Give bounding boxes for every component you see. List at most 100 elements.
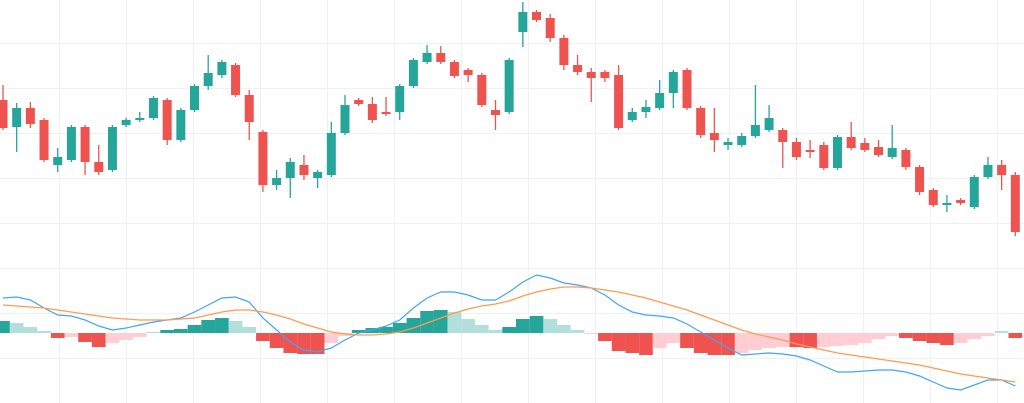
candle-body xyxy=(490,110,500,115)
histogram-bar xyxy=(899,333,913,338)
histogram-bar xyxy=(201,320,216,333)
histogram-bar xyxy=(215,318,229,333)
histogram-bar xyxy=(174,329,188,333)
candle-body xyxy=(791,142,801,157)
candle-body xyxy=(641,107,651,112)
candle-body xyxy=(901,150,911,167)
histogram-bar xyxy=(584,333,599,334)
histogram-bar xyxy=(242,327,257,333)
candle-body xyxy=(983,165,993,177)
histogram-bar xyxy=(666,333,681,343)
histogram-bar xyxy=(912,333,927,341)
histogram-bar xyxy=(420,311,434,333)
histogram-bar xyxy=(132,333,147,337)
candle-body xyxy=(559,38,569,65)
histogram-bar xyxy=(707,333,722,355)
candle-body xyxy=(819,145,829,168)
candle-body xyxy=(463,70,473,75)
candle-body xyxy=(162,100,172,140)
histogram-bar xyxy=(324,333,339,343)
histogram-bar xyxy=(516,319,530,333)
histogram-bar xyxy=(119,333,133,340)
candle-body xyxy=(25,108,35,124)
candle-body xyxy=(422,53,432,62)
candle-body xyxy=(1010,175,1020,232)
histogram-bar xyxy=(762,333,776,348)
indicator-line xyxy=(2,286,1016,383)
histogram-bar xyxy=(297,333,311,354)
candle-body xyxy=(395,86,405,112)
candle-body xyxy=(176,110,186,140)
candle-body xyxy=(135,118,145,120)
histogram-bar xyxy=(502,327,516,333)
histogram-bar xyxy=(940,333,954,345)
candle-body xyxy=(326,133,336,175)
candle-body xyxy=(655,93,665,108)
histogram-bar xyxy=(91,333,106,347)
histogram-bar xyxy=(680,333,694,348)
candle-body xyxy=(545,18,555,38)
histogram-bar xyxy=(967,333,982,339)
candle-body xyxy=(532,12,542,20)
histogram-bar xyxy=(0,321,10,333)
histogram-bar xyxy=(474,325,489,333)
candle-body xyxy=(969,177,979,207)
histogram-bar xyxy=(379,327,393,333)
candle-body xyxy=(107,127,117,170)
histogram-bar xyxy=(146,332,161,333)
candle-body xyxy=(477,75,487,105)
candle-body xyxy=(573,65,583,72)
candle-body xyxy=(860,143,870,150)
candle-body xyxy=(696,108,706,135)
histogram-bar xyxy=(50,333,65,338)
candle-body xyxy=(231,65,241,95)
candle-body xyxy=(53,157,63,165)
histogram-bar xyxy=(994,331,1009,333)
candle-body xyxy=(668,72,678,93)
histogram-bar xyxy=(557,325,571,333)
candle-body xyxy=(39,120,49,160)
histogram-bar xyxy=(858,333,872,343)
histogram-bar xyxy=(105,333,120,343)
histogram-bar xyxy=(598,333,612,341)
candle-body xyxy=(586,72,596,78)
histogram-bar xyxy=(543,319,558,333)
candle-body xyxy=(354,100,364,104)
candle-body xyxy=(614,75,624,128)
histogram-bar xyxy=(447,312,462,333)
histogram-bar xyxy=(803,333,817,348)
candle-body xyxy=(518,12,528,32)
histogram-bar xyxy=(871,333,886,339)
histogram-bar xyxy=(611,333,626,351)
histogram-bar xyxy=(160,330,174,333)
histogram-bar xyxy=(816,333,831,347)
candle-body xyxy=(928,190,938,205)
candle-body xyxy=(627,112,637,120)
histogram-bar xyxy=(693,333,708,353)
histogram-bar xyxy=(748,333,763,350)
candle-body xyxy=(258,132,268,185)
histogram-bar xyxy=(392,323,407,333)
candle-body xyxy=(750,125,760,136)
candle-body xyxy=(313,172,323,178)
candle-body xyxy=(449,62,459,76)
candle-body xyxy=(778,130,788,142)
candle-body xyxy=(915,167,925,192)
candle-body xyxy=(408,60,418,86)
histogram-bar xyxy=(721,333,735,355)
histogram-bar xyxy=(433,310,448,333)
histogram-bar xyxy=(9,323,24,333)
histogram-bar xyxy=(310,333,325,354)
candle-body xyxy=(66,127,76,160)
candle-body xyxy=(942,203,952,205)
histogram-bar xyxy=(529,316,544,333)
candle-body xyxy=(874,147,884,155)
candle-body xyxy=(997,165,1007,175)
candle-body xyxy=(682,70,692,108)
histogram-bar xyxy=(639,333,653,355)
candle-body xyxy=(846,137,856,148)
candle-body xyxy=(956,200,966,203)
candle-body xyxy=(94,162,104,172)
